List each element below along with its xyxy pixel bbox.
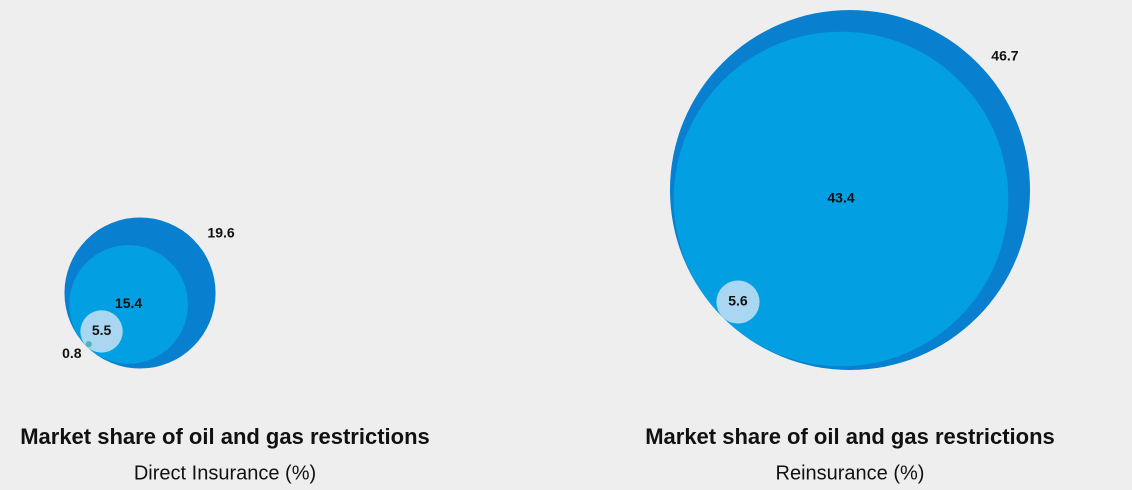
bubble-label: 5.5 — [92, 322, 112, 338]
chart-title: Market share of oil and gas restrictions — [20, 424, 430, 449]
bubble-label: 0.8 — [62, 345, 82, 361]
bubble-label: 46.7 — [991, 47, 1018, 63]
bubble — [85, 341, 92, 348]
bubble-label: 19.6 — [207, 224, 234, 240]
chart-subtitle: Direct Insurance (%) — [134, 462, 316, 484]
bubble-label: 5.6 — [728, 293, 748, 309]
bubble-label: 15.4 — [115, 295, 142, 311]
bubble — [673, 31, 1009, 367]
bubble — [80, 310, 123, 353]
bubble — [716, 280, 760, 324]
chart-subtitle: Reinsurance (%) — [776, 462, 925, 484]
bubble-label: 43.4 — [827, 190, 854, 206]
chart-title: Market share of oil and gas restrictions — [645, 424, 1055, 449]
